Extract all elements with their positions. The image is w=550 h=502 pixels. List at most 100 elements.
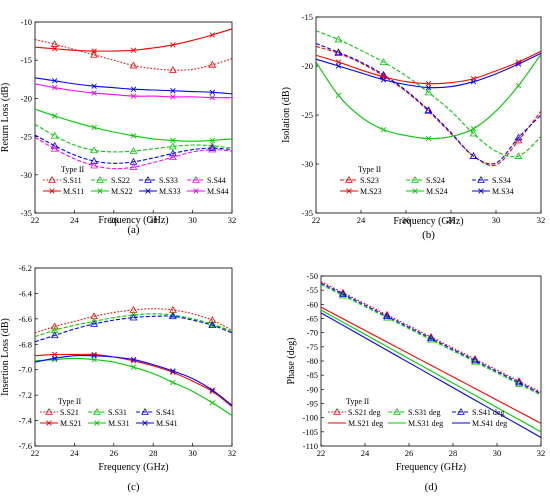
y-tick-label: -80 (307, 356, 318, 366)
x-tick-label: 28 (149, 448, 158, 458)
legend-title: Type II (58, 397, 82, 406)
data-point-marker (169, 311, 177, 318)
data-point-marker (380, 77, 387, 83)
data-point-marker (129, 163, 138, 170)
legend-label: M.S31 deg (408, 419, 443, 428)
x-tick-label: 28 (447, 215, 456, 225)
data-point-marker (94, 420, 100, 426)
series-line-m-s31-deg (321, 309, 541, 433)
x-tick-label: 26 (405, 448, 414, 458)
legend-label: S.S22 (111, 176, 130, 185)
data-point-marker (514, 152, 523, 159)
legend-title: Type II (358, 165, 382, 174)
data-point-marker (130, 356, 137, 363)
data-point-marker (90, 161, 98, 169)
legend-label: S.S33 (159, 176, 178, 185)
data-point-marker (193, 188, 199, 194)
legend: Type II S.S21 S.S31 S.S41 M.S21 M.S31 M.S41 (40, 397, 178, 428)
data-point-marker (45, 407, 53, 415)
data-point-marker (130, 133, 137, 139)
legend-label: M.S44 (207, 187, 229, 196)
data-point-marker (49, 188, 55, 194)
series-line-m-s34 (316, 52, 541, 89)
y-tick-label: -35 (302, 208, 313, 218)
y-tick-label: -7.6 (19, 441, 32, 451)
data-point-marker (335, 59, 342, 65)
data-point-marker (346, 188, 352, 194)
data-point-marker (335, 92, 342, 99)
data-point-marker (90, 146, 98, 154)
plot-area (35, 28, 232, 170)
x-tick-label: 28 (449, 448, 458, 458)
data-point-marker (209, 388, 216, 395)
data-point-marker (129, 311, 138, 318)
x-tick-label: 22 (312, 215, 321, 225)
y-tick-label: -7.2 (19, 390, 32, 400)
y-tick-label: -6.2 (19, 263, 32, 273)
legend-label: S.S24 (426, 176, 445, 185)
series-line-m-s33 (35, 77, 232, 95)
data-point-marker (130, 47, 137, 53)
y-tick-label: -25 (302, 110, 313, 120)
legend-label: M.S22 (111, 187, 133, 196)
y-tick-label: -70 (307, 328, 318, 338)
x-axis-label: Frequency (GHz) (98, 462, 168, 473)
y-tick-label: -95 (307, 399, 318, 409)
data-point-marker (50, 131, 59, 139)
series-line-s-s24 (316, 30, 541, 158)
series-line-s-s41-deg (321, 282, 541, 395)
data-point-marker (91, 124, 97, 131)
data-point-marker (170, 368, 176, 374)
series-line-s-s31-deg (321, 284, 541, 396)
data-point-marker (129, 61, 138, 69)
data-point-marker (208, 141, 217, 149)
legend-label: S.S41 deg (472, 408, 504, 417)
plot-area (35, 305, 232, 416)
y-tick-label: -50 (307, 271, 318, 281)
data-point-marker (90, 319, 98, 327)
y-tick-label: -7.0 (19, 365, 32, 375)
legend-label: S.S44 (207, 176, 226, 185)
legend-label: S.S21 (60, 408, 79, 417)
data-point-marker (514, 133, 523, 141)
data-point-marker (209, 89, 216, 96)
chart-panel-a: 22 24 26 28 30 32 -35 -30 -25 -20 -15 -10 Frequency … (0, 17, 236, 236)
x-tick-label: 32 (537, 448, 546, 458)
panel-label: (c) (127, 481, 140, 493)
series-line-s-s23 (316, 45, 541, 167)
data-point-marker (91, 353, 97, 359)
data-point-marker (457, 407, 465, 415)
y-tick-label: -20 (21, 93, 32, 103)
data-point-marker (97, 188, 103, 194)
data-point-marker (209, 137, 216, 144)
plot-frame (34, 21, 233, 214)
legend: Type II S.S11 S.S22 S.S33 S.S44 M.S11 M.S22 M.S… (43, 165, 229, 196)
x-tick-label: 22 (31, 215, 40, 225)
data-point-marker (380, 126, 387, 133)
data-point-marker (50, 144, 59, 152)
data-point-marker (192, 175, 200, 183)
data-point-marker (477, 175, 485, 183)
data-point-marker (51, 113, 58, 119)
y-axis-label: Phase (deg) (286, 338, 297, 385)
data-point-marker (469, 129, 478, 137)
data-point-marker (411, 175, 419, 183)
legend-label: S.S21 deg (348, 408, 380, 417)
data-point-marker (169, 312, 177, 320)
x-tick-label: 24 (357, 215, 366, 225)
y-tick-label: -30 (302, 159, 313, 169)
data-point-marker (383, 312, 391, 320)
legend-label: M.S33 (159, 187, 181, 196)
y-tick-label: -85 (307, 370, 318, 380)
legend-label: M.S34 (492, 187, 514, 196)
y-tick-label: -7.4 (19, 416, 33, 426)
panel-label: (b) (422, 229, 435, 241)
data-point-marker (333, 407, 341, 415)
data-point-marker (170, 42, 176, 48)
series-line-s-s44 (35, 136, 232, 170)
legend-label: S.S23 (360, 176, 379, 185)
x-tick-label: 28 (149, 215, 158, 225)
y-tick-label: -60 (307, 299, 318, 309)
data-point-marker (345, 175, 353, 183)
y-tick-label: -100 (302, 413, 318, 423)
